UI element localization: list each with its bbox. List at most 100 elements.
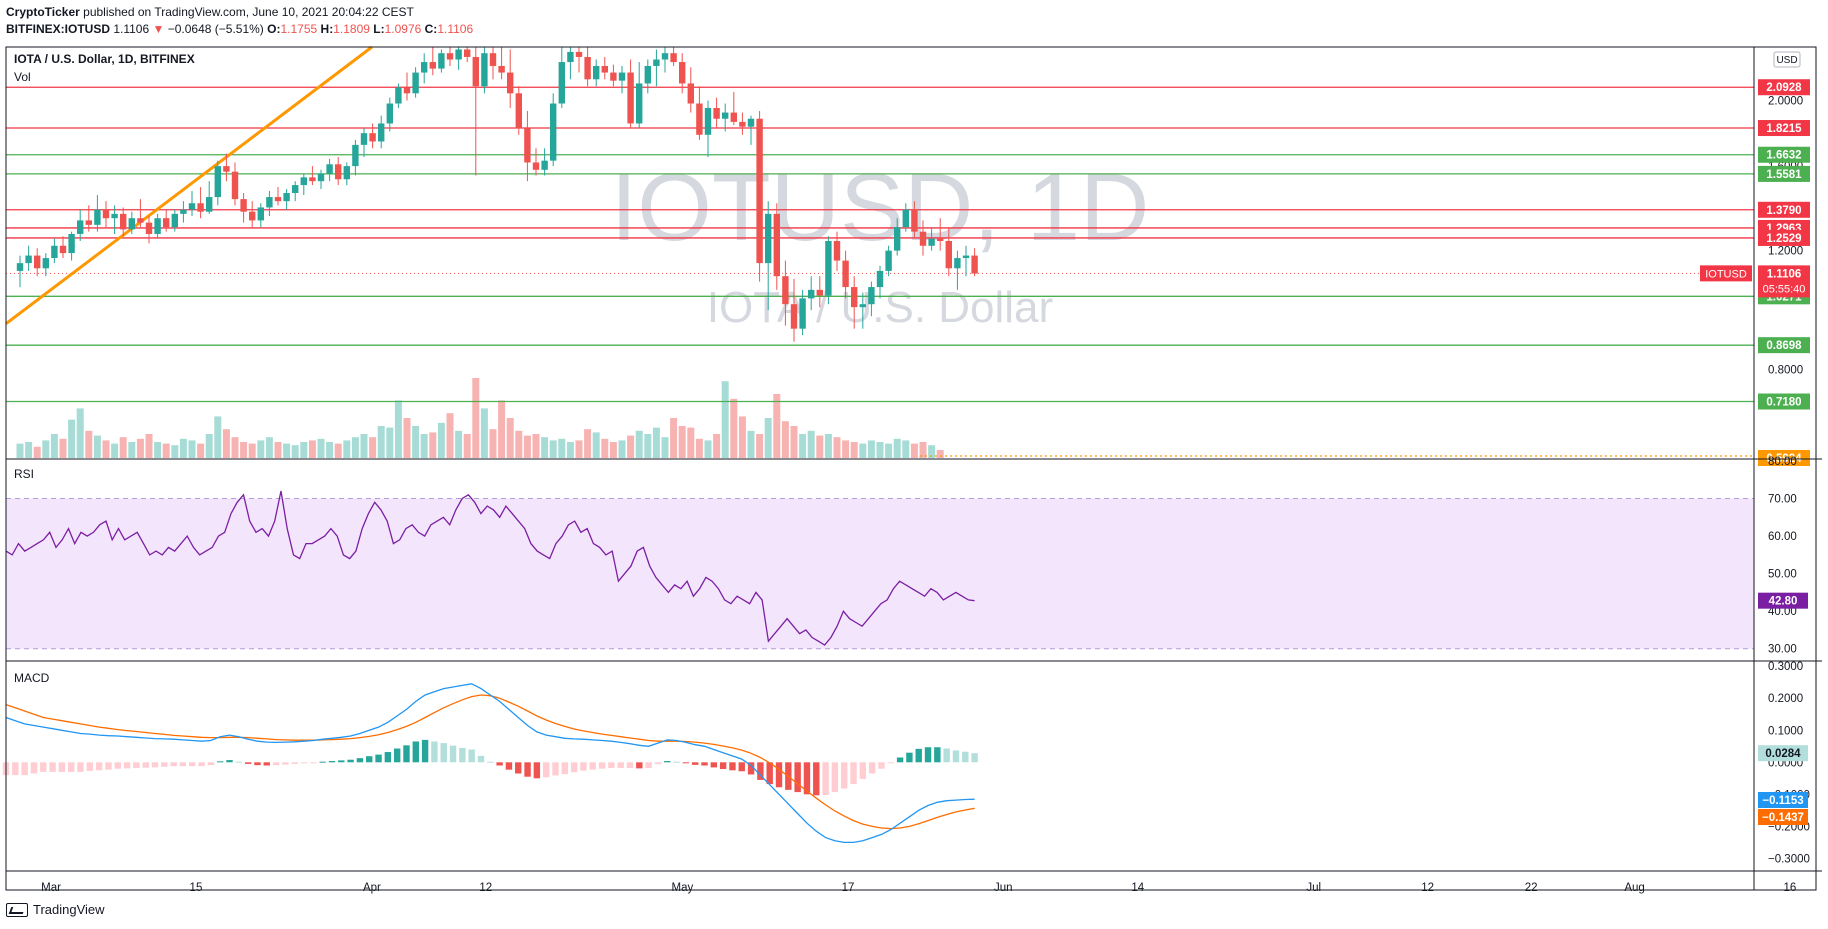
volume-bar (902, 440, 910, 458)
macd-histogram-bar (645, 762, 652, 769)
macd-histogram-bar (384, 752, 392, 763)
macd-histogram-bar (673, 761, 680, 763)
volume-bar (437, 422, 445, 458)
level-price-box (1758, 337, 1810, 354)
macd-histogram-bar (887, 762, 894, 764)
macd-histogram-bar (766, 762, 773, 785)
macd-histogram-bar (654, 762, 662, 765)
volume-bar (584, 429, 592, 458)
candle-body (679, 62, 686, 84)
watermark-symbol: IOTUSD, 1D (611, 154, 1150, 261)
macd-histogram-bar (524, 762, 531, 777)
candle-body (919, 231, 927, 246)
volume-bar (308, 440, 316, 458)
macd-histogram-bar (962, 751, 969, 763)
candle-body (687, 83, 694, 104)
candle-body (937, 238, 944, 241)
macd-histogram-bar (440, 743, 447, 763)
macd-tick: −0.3000 (1768, 853, 1810, 865)
candle-body (756, 118, 763, 264)
macd-histogram-bar (319, 761, 326, 763)
open-label: O: (267, 22, 281, 36)
macd-last-label: 0.0284 (1765, 748, 1801, 760)
candle-body (911, 209, 918, 232)
volume-bar (248, 443, 256, 458)
volume-bar (609, 442, 617, 458)
volume-bar (652, 427, 660, 458)
time-tick: 12 (1421, 882, 1434, 894)
macd-histogram-bar (701, 762, 708, 766)
currency-label: USD (1776, 55, 1797, 66)
volume-bar (747, 430, 755, 458)
rsi-pane[interactable]: RSI 80.00 70.00 60.00 50.00 40.00 30.00 42.80 (5, 456, 1808, 656)
price-change: −0.0648 (−5.51%) (167, 22, 264, 36)
candle-body (206, 197, 213, 212)
macd-tick: 0.1000 (1768, 725, 1803, 737)
time-tick: 15 (190, 882, 203, 894)
symbol-id: BITFINEX:IOTUSD (6, 22, 110, 36)
macd-histogram-bar (58, 762, 66, 772)
volume-bar (351, 437, 359, 458)
candle-body (180, 209, 187, 214)
volume-bar (68, 419, 76, 458)
volume-bar (257, 440, 265, 458)
macd-histogram-bar (449, 745, 457, 763)
volume-bar (833, 437, 841, 458)
candle-body (713, 107, 720, 119)
volume-bar (162, 443, 170, 458)
volume-bar (274, 442, 282, 458)
footer-brand[interactable]: TradingView (33, 902, 105, 917)
volume-bar (42, 440, 50, 458)
volume-bar (842, 440, 850, 458)
macd-histogram-bar (235, 761, 243, 763)
macd-histogram-bar (189, 762, 196, 767)
candle-body (25, 255, 32, 264)
macd-histogram-bar (328, 761, 336, 763)
volume-bar (704, 440, 712, 458)
publish-info: CryptoTicker published on TradingView.co… (6, 4, 473, 21)
macd-histogram-bar (738, 762, 745, 772)
macd-histogram-bar (729, 762, 736, 771)
macd-histogram-bar (338, 760, 345, 763)
volume-bar (25, 442, 33, 458)
time-axis[interactable]: Mar15Apr12May17Jun14Jul1222Aug16Sep13 (5, 46, 1828, 894)
volume-bar (756, 434, 764, 458)
volume-bar (102, 440, 110, 458)
macd-histogram-bar (608, 762, 615, 769)
candle-body (532, 162, 540, 170)
macd-histogram-bar (375, 754, 382, 763)
macd-histogram-bar (226, 760, 233, 763)
volume-bar (687, 427, 695, 458)
macd-histogram-bar (179, 762, 187, 767)
candle-body (51, 245, 58, 259)
volume-bar (455, 430, 463, 458)
macd-histogram-bar (263, 762, 270, 766)
candle-body (489, 53, 497, 66)
level-price-box (1758, 393, 1810, 410)
macd-histogram-bar (719, 762, 727, 770)
candle-body (231, 171, 239, 200)
volume-bar (644, 434, 652, 458)
volume-bar (326, 442, 334, 458)
macd-histogram-bar (114, 762, 121, 769)
macd-histogram-bar (431, 741, 438, 763)
candle-body (403, 87, 411, 94)
symbol-tag-box (1700, 265, 1752, 282)
macd-histogram-bar (142, 762, 149, 768)
volume-bar (265, 437, 273, 458)
volume-bar (386, 427, 394, 458)
macd-pane[interactable]: MACD0.30000.20000.10000.0000−0.1000−0.20… (2, 661, 1810, 865)
macd-histogram-bar (589, 762, 596, 770)
candle-body (550, 103, 557, 161)
candle-body (584, 56, 591, 80)
publisher-name[interactable]: CryptoTicker (6, 5, 80, 19)
volume-bar (403, 418, 411, 458)
candle-body (472, 56, 479, 87)
candle-body (68, 233, 75, 254)
macd-histogram-bar (747, 762, 755, 775)
high-value: 1.1809 (333, 22, 370, 36)
candle-body (876, 270, 884, 288)
macd-histogram-bar (477, 755, 485, 763)
